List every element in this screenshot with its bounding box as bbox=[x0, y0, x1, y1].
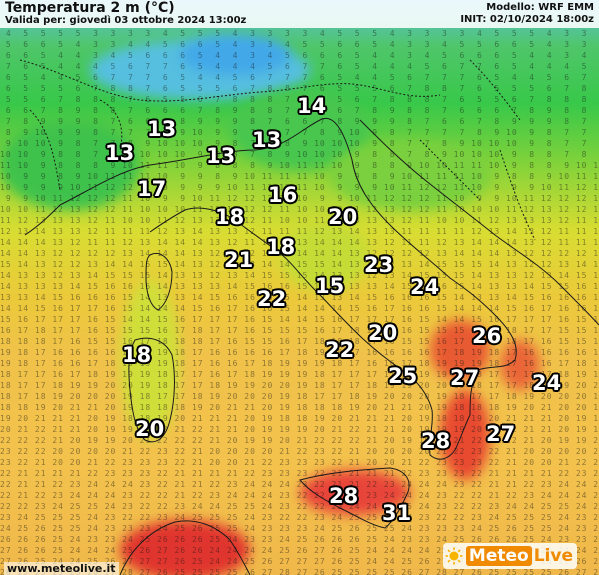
city-temp: 28 bbox=[329, 484, 359, 508]
city-temp: 16 bbox=[268, 183, 298, 207]
meteolive-logo: Meteo Live bbox=[442, 543, 577, 569]
city-temp: 18 bbox=[215, 205, 245, 229]
city-temp: 18 bbox=[122, 343, 152, 367]
model-name: Modello: WRF EMM bbox=[486, 2, 594, 13]
city-temp: 14 bbox=[297, 94, 327, 118]
city-temp: 22 bbox=[325, 338, 355, 362]
city-temp: 18 bbox=[266, 235, 296, 259]
city-temp: 26 bbox=[472, 324, 502, 348]
city-temp: 13 bbox=[105, 141, 135, 165]
city-temp: 24 bbox=[410, 275, 440, 299]
city-temp: 31 bbox=[382, 501, 412, 525]
city-temp: 20 bbox=[368, 321, 398, 345]
city-temp: 17 bbox=[137, 177, 167, 201]
map-title: Temperatura 2 m (°C) bbox=[5, 0, 175, 16]
city-temp: 13 bbox=[206, 144, 236, 168]
city-temp: 25 bbox=[388, 364, 418, 388]
valid-time: Valida per: giovedì 03 ottobre 2024 13:0… bbox=[5, 15, 247, 26]
map-header: Temperatura 2 m (°C) Valida per: giovedì… bbox=[0, 0, 599, 28]
init-time: INIT: 02/10/2024 18:00z bbox=[460, 14, 594, 25]
city-temp: 20 bbox=[135, 417, 165, 441]
logo-text-live: Live bbox=[533, 546, 573, 566]
site-url: www.meteolive.it bbox=[4, 562, 119, 575]
city-temp: 15 bbox=[315, 274, 345, 298]
city-temp: 27 bbox=[450, 366, 480, 390]
city-temp: 20 bbox=[328, 205, 358, 229]
city-temp: 27 bbox=[486, 422, 516, 446]
city-temp: 21 bbox=[224, 248, 254, 272]
city-temp: 28 bbox=[421, 429, 451, 453]
city-temp: 13 bbox=[147, 117, 177, 141]
city-temp: 24 bbox=[532, 371, 562, 395]
sun-icon bbox=[445, 547, 463, 565]
city-temp: 23 bbox=[364, 253, 394, 277]
city-temp: 22 bbox=[257, 287, 287, 311]
logo-text-meteo: Meteo bbox=[465, 546, 532, 566]
city-temp: 13 bbox=[252, 128, 282, 152]
